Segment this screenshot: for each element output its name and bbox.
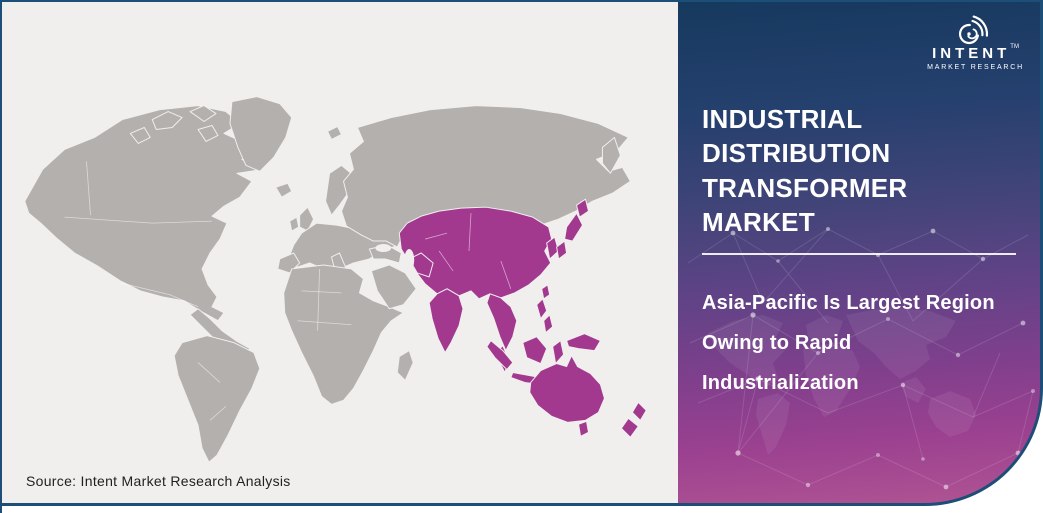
panel-subtitle-line-2: Owing to Rapid (702, 332, 852, 355)
panel-title-line-2: DISTRIBUTION (702, 138, 891, 169)
logo-trademark: TM (1010, 44, 1019, 50)
logo-name-text: INTENT (932, 45, 1011, 62)
source-text: Source: Intent Market Research Analysis (26, 473, 291, 489)
panel-title-line-1: INDUSTRIAL (702, 104, 863, 134)
world-landmass (24, 96, 631, 463)
world-map (24, 96, 647, 463)
asia-pacific-region (398, 198, 647, 438)
inland-seas (375, 244, 415, 271)
panel-subtitle-line-1: Asia-Pacific Is Largest Region (702, 292, 995, 315)
title-divider (702, 253, 1016, 256)
info-panel: INTENT TM MARKET RESEARCH INDUSTRIAL DIS… (678, 2, 1043, 506)
map-section: Source: Intent Market Research Analysis (2, 2, 678, 503)
country-borders (64, 161, 512, 421)
logo-tagline-text: MARKET RESEARCH (927, 64, 1024, 71)
intent-logo-icon (958, 15, 988, 45)
panel-title-line-3: TRANSFORMER MARKET (702, 172, 908, 237)
panel-subtitle: Asia-Pacific Is Largest Region Owing to … (702, 283, 1014, 403)
panel-title: INDUSTRIAL DISTRIBUTION TRANSFORMER MARK… (702, 102, 1008, 239)
bottom-border-line (2, 503, 702, 506)
intent-logo: INTENT TM MARKET RESEARCH (927, 10, 1024, 71)
panel-subtitle-line-3: Industrialization (702, 372, 859, 395)
